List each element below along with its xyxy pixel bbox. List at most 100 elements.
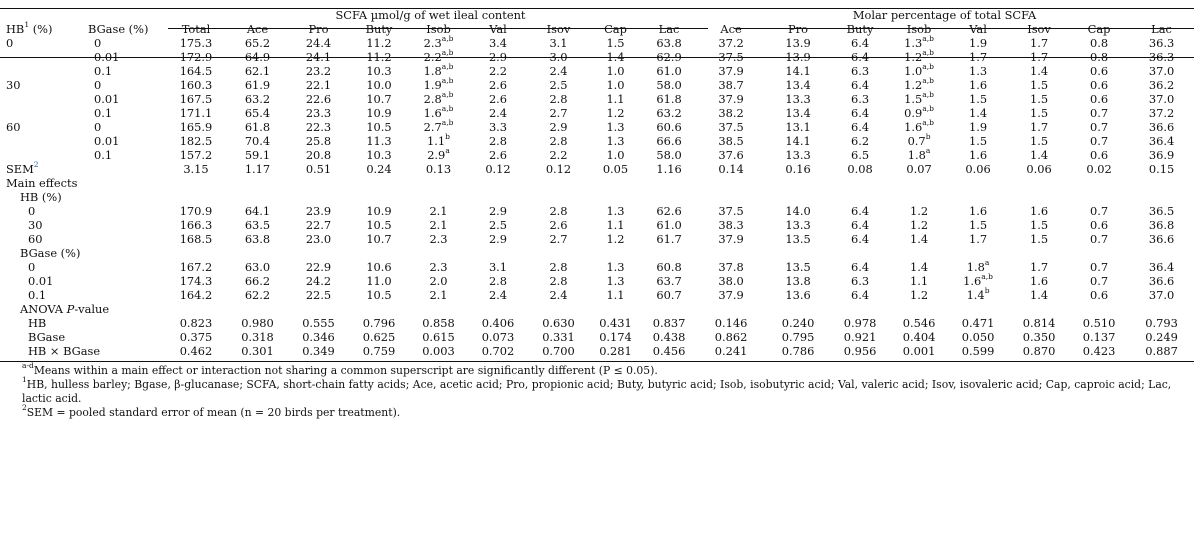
table-cell: 0.15 (1148, 162, 1175, 176)
table-cell: 2.7a,b (423, 118, 454, 134)
column-header-cap-molar: Cap (1087, 22, 1111, 36)
table-cell: 36.4 (1148, 260, 1175, 274)
table-cell: 1.0 (606, 148, 625, 162)
table-cell: 1.5 (1029, 106, 1049, 120)
table-cell: 2.9 (488, 232, 508, 246)
table-cell: 61.9 (244, 78, 271, 92)
table-cell: 0.174 (599, 330, 632, 344)
row-sublabel: 0.01 (94, 134, 120, 148)
table-cell: 37.5 (718, 120, 744, 134)
row-sublabel (88, 288, 166, 302)
table-cell: 0.823 (179, 316, 213, 330)
table-cell: 0.16 (785, 162, 811, 176)
table-cell: 1.5 (606, 36, 625, 50)
table-cell: 36.6 (1148, 120, 1175, 134)
table-cell: 0.375 (179, 330, 213, 344)
table-cell: 10.7 (366, 232, 392, 246)
hb-effects-label: HB (%) (20, 190, 62, 204)
table-cell: 0.318 (241, 330, 274, 344)
table-cell: 0.301 (241, 344, 274, 358)
column-header-val: Val (489, 22, 507, 36)
table-cell: 2.2 (549, 148, 568, 162)
table-cell: 1.0 (606, 78, 625, 92)
table-cell: 1.6 (1029, 274, 1049, 288)
table-cell: 37.2 (718, 36, 744, 50)
table-cell: 6.4 (850, 232, 870, 246)
row-label (0, 64, 88, 78)
table-cell: 0.137 (1082, 330, 1116, 344)
molar-group-rule (734, 28, 1194, 29)
table-cell: 61.7 (656, 232, 682, 246)
table-cell: 0.625 (362, 330, 396, 344)
table-cell: 6.4 (850, 106, 870, 120)
row-label: 0 (28, 204, 36, 218)
table-cell: 6.4 (850, 36, 870, 50)
table-row: 0.01 182.5 70.4 25.8 11.3 1.1b 2.8 2.8 1.3 66.6 38… (0, 132, 1194, 148)
table-cell: 6.3 (850, 274, 870, 288)
row-label: 60 (6, 120, 21, 134)
bgase-effects: BGase (%) (0, 246, 1194, 260)
table-cell: 10.9 (366, 106, 392, 120)
table-cell: 14.1 (785, 134, 811, 148)
table-cell: 1.7 (968, 50, 988, 64)
table-cell: 13.5 (785, 232, 811, 246)
table-cell: 0.546 (902, 316, 936, 330)
hb-column-header: HB1 (%) (6, 20, 53, 36)
table-row: 0.1 171.1 65.4 23.3 10.9 1.6a,b 2.4 2.7 1.2 63.2 3… (0, 105, 1194, 120)
table-row: BGase 0.375 0.318 0.346 0.625 0.615 0.073 0.331… (0, 330, 1194, 344)
footnotes: a-dMeans within a main effect or interac… (22, 362, 1187, 420)
row-label: HB (28, 316, 47, 330)
table-cell: 1.1 (606, 218, 625, 232)
row-sublabel (88, 204, 166, 218)
main-effects: Main effects (0, 176, 1194, 190)
column-header-isob: Isob (426, 22, 451, 36)
table-cell: 63.8 (656, 36, 682, 50)
table-cell: 58.0 (656, 148, 682, 162)
table-cell: 1.9a,b (423, 76, 454, 92)
table-cell: 0.331 (542, 330, 575, 344)
table-cell: 0.980 (241, 316, 274, 330)
table-cell: 1.4 (606, 50, 625, 64)
table-cell: 11.2 (366, 50, 392, 64)
table-cell: 0.001 (902, 344, 936, 358)
table-cell: 37.0 (1148, 92, 1175, 106)
table-cell: 2.9 (488, 50, 508, 64)
table-cell: 13.4 (785, 106, 811, 120)
table-cell: 13.8 (785, 274, 811, 288)
table-cell: 2.8 (549, 260, 568, 274)
table-cell: 1.3 (968, 64, 988, 78)
table-cell: 23.2 (305, 64, 332, 78)
table-cell: 1.1b (427, 132, 450, 148)
table-cell: 0.814 (1022, 316, 1056, 330)
header-column-row: HB1 (%) BGase (%) Total Ace Pro Buty Isob Val… (0, 20, 1194, 36)
molar-group-header: Molar percentage of total SCFA (852, 8, 1037, 22)
table-cell: 1.16 (656, 162, 682, 176)
table-cell: 1.7 (968, 232, 988, 246)
table-cell: 0.050 (961, 330, 995, 344)
table-row: 30 0 160.3 61.9 22.1 10.0 1.9a,b 2.6 2.5 1.0 58.0 3… (0, 76, 1194, 92)
table-cell: 37.5 (718, 204, 744, 218)
table-cell: 6.2 (850, 134, 870, 148)
table-cell: 0.6 (1089, 78, 1109, 92)
table-cell: 1.3 (606, 204, 625, 218)
table-cell: 1.2 (909, 204, 929, 218)
table-cell: 2.8 (549, 134, 568, 148)
table-cell: 59.1 (244, 148, 271, 162)
table-cell: 2.9 (488, 204, 508, 218)
table-row: 60 0 165.9 61.8 22.3 10.5 2.7a,b 3.3 2.9 1.3 60.6 3… (0, 118, 1194, 134)
row-sublabel: 0.1 (94, 148, 113, 162)
scfa-group-header: SCFA µmol/g of wet ileal content (335, 8, 526, 22)
table-cell: 1.5 (968, 218, 988, 232)
table-cell: 0.702 (481, 344, 515, 358)
table-cell: 36.6 (1148, 274, 1175, 288)
table-cell: 1.6 (968, 148, 988, 162)
table-cell: 0.862 (714, 330, 748, 344)
scfa-table: SCFA µmol/g of wet ileal content Molar p… (0, 8, 1194, 358)
anova-label: ANOVA P-value (20, 302, 110, 316)
table-cell: 2.8 (549, 274, 568, 288)
column-header-lac-molar: Lac (1151, 22, 1172, 36)
table-cell: 1.5 (1029, 134, 1049, 148)
table-cell: 0.6 (1089, 64, 1109, 78)
row-label: 0.01 (28, 274, 54, 288)
table-cell: 37.6 (718, 148, 744, 162)
